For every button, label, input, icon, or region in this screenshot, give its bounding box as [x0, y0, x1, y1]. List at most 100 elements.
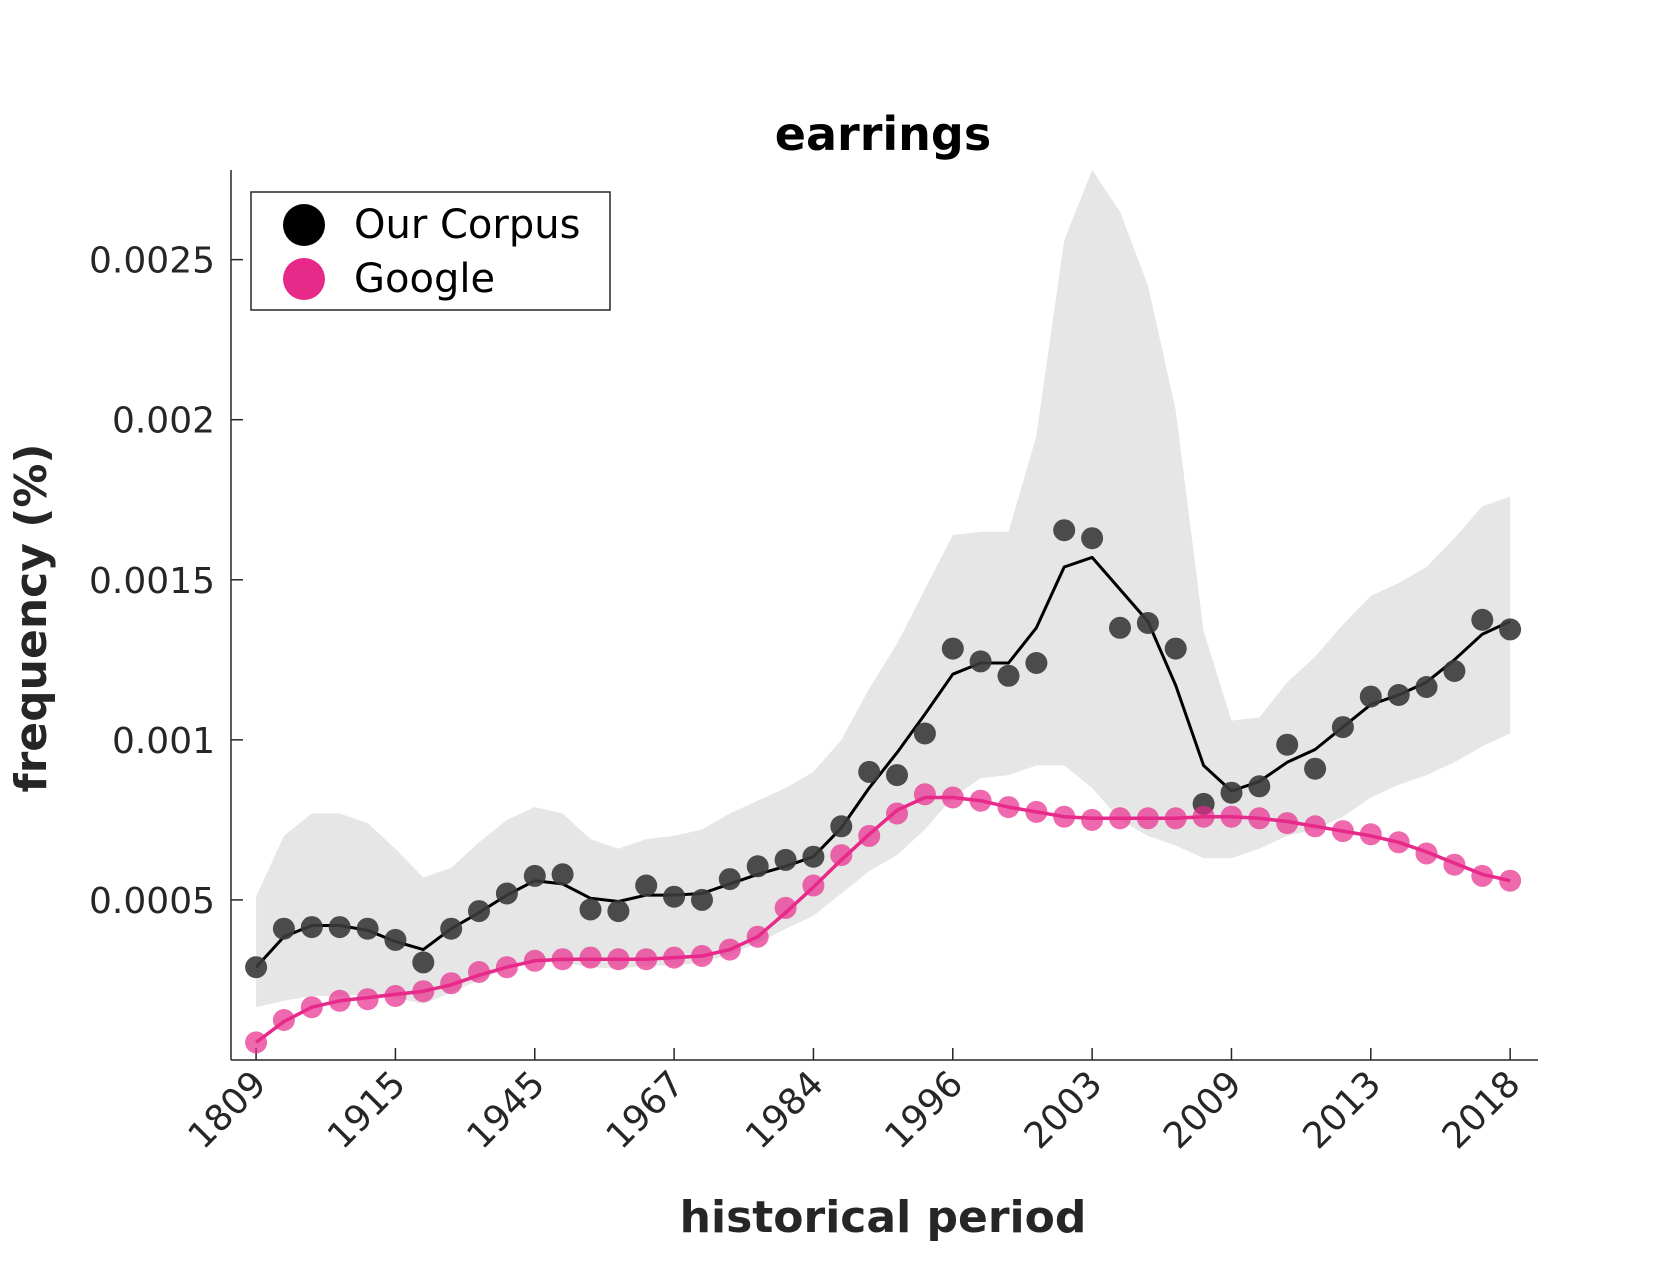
data-point-google: [774, 896, 797, 919]
data-point-our-corpus: [1471, 608, 1494, 631]
data-point-our-corpus: [1136, 612, 1159, 634]
x-tick-label: 2018: [1435, 1063, 1529, 1157]
data-point-google: [1387, 831, 1410, 854]
data-point-our-corpus: [746, 855, 769, 878]
data-point-google: [300, 996, 323, 1019]
data-point-google: [1109, 807, 1131, 830]
series-line-google: [255, 795, 1511, 1044]
y-tick-label: 0.0005: [89, 881, 215, 922]
data-point-our-corpus: [858, 760, 881, 783]
data-point-google: [886, 802, 908, 825]
data-point-our-corpus: [1220, 781, 1243, 804]
data-point-our-corpus: [913, 722, 936, 745]
data-point-google: [1331, 820, 1354, 843]
data-point-google: [551, 948, 574, 971]
data-point-our-corpus: [495, 882, 518, 905]
data-point-google: [941, 786, 964, 809]
data-point-google: [523, 949, 546, 972]
data-point-our-corpus: [1415, 676, 1438, 698]
x-tick-label: 2013: [1295, 1063, 1389, 1157]
data-point-google: [384, 985, 407, 1007]
data-point-google: [1220, 805, 1243, 828]
data-point-google: [1192, 805, 1215, 828]
x-tick-label: 2003: [1017, 1063, 1111, 1157]
x-tick-label: 1984: [738, 1063, 832, 1157]
data-point-google: [858, 824, 881, 847]
data-point-our-corpus: [691, 888, 713, 911]
data-point-our-corpus: [356, 917, 379, 940]
x-tick-label: 1967: [599, 1063, 693, 1157]
data-point-google: [746, 925, 769, 948]
data-point-our-corpus: [1304, 757, 1327, 780]
data-point-our-corpus: [1025, 652, 1048, 674]
data-point-our-corpus: [245, 956, 268, 979]
data-point-our-corpus: [1443, 660, 1466, 682]
data-point-google: [913, 783, 936, 806]
data-point-our-corpus: [1331, 716, 1354, 739]
data-point-our-corpus: [384, 928, 407, 951]
data-point-our-corpus: [1053, 519, 1076, 542]
data-point-google: [1443, 853, 1466, 876]
data-point-our-corpus: [1081, 527, 1104, 550]
data-point-our-corpus: [718, 868, 741, 891]
legend: Our Corpus Google: [250, 191, 611, 311]
data-point-our-corpus: [997, 664, 1020, 687]
data-point-google: [635, 948, 658, 971]
data-point-google: [1136, 807, 1159, 830]
data-point-our-corpus: [663, 885, 686, 908]
data-point-google: [1025, 800, 1048, 823]
data-point-google: [1471, 864, 1494, 887]
data-point-google: [802, 874, 825, 897]
data-point-our-corpus: [969, 650, 992, 673]
legend-marker-our-corpus: [283, 204, 325, 246]
data-point-google: [830, 844, 853, 867]
series-layer: [245, 519, 1522, 1054]
data-point-google: [412, 980, 435, 1003]
data-point-our-corpus: [886, 764, 908, 787]
data-point-our-corpus: [1109, 616, 1131, 639]
data-point-our-corpus: [802, 845, 825, 868]
data-point-our-corpus: [440, 917, 463, 940]
data-point-google: [663, 946, 686, 969]
x-axis-label: historical period: [680, 1192, 1087, 1243]
data-point-google: [691, 945, 713, 967]
data-point-google: [1359, 823, 1382, 846]
y-tick-label: 0.001: [112, 721, 215, 762]
legend-label-google: Google: [354, 256, 495, 302]
data-point-our-corpus: [830, 815, 853, 838]
data-point-our-corpus: [579, 898, 602, 921]
data-point-our-corpus: [1248, 775, 1271, 798]
data-point-google: [579, 946, 602, 969]
data-point-google: [1304, 815, 1327, 838]
data-point-our-corpus: [412, 951, 435, 974]
data-point-our-corpus: [1164, 637, 1187, 660]
x-tick-label: 1945: [459, 1063, 553, 1157]
y-tick-label: 0.0025: [89, 241, 215, 282]
series-google: [245, 783, 1522, 1054]
data-point-our-corpus: [523, 864, 546, 887]
data-point-google: [328, 989, 351, 1012]
data-point-our-corpus: [607, 900, 630, 923]
data-point-our-corpus: [272, 917, 295, 940]
data-point-google: [969, 789, 992, 812]
data-point-our-corpus: [1499, 618, 1522, 641]
data-point-google: [1415, 842, 1438, 865]
data-point-our-corpus: [635, 874, 658, 897]
data-point-google: [1081, 808, 1104, 831]
y-axis-label: frequency (%): [6, 443, 57, 792]
data-point-our-corpus: [468, 900, 490, 923]
x-tick-label: 1915: [320, 1063, 414, 1157]
data-point-our-corpus: [300, 916, 323, 939]
data-point-google: [468, 961, 490, 983]
x-tick-label: 2009: [1156, 1063, 1250, 1157]
data-point-our-corpus: [1276, 733, 1299, 756]
data-point-google: [495, 956, 518, 979]
legend-marker-google: [283, 258, 325, 300]
y-tick-label: 0.002: [112, 401, 215, 442]
data-point-google: [718, 938, 741, 961]
y-tick-label: 0.0015: [89, 561, 215, 602]
data-point-google: [607, 948, 630, 971]
data-point-google: [1164, 807, 1187, 830]
